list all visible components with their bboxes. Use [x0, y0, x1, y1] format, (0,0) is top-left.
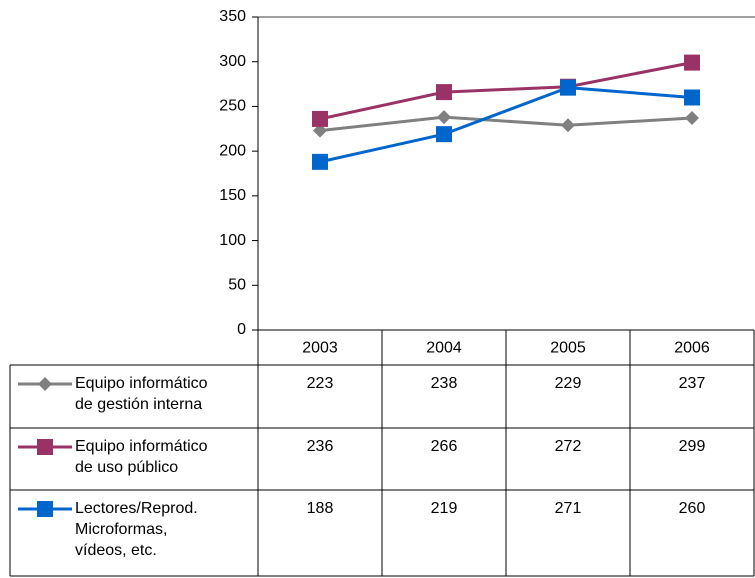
x-tick-label: 2003	[302, 340, 338, 357]
y-tick-label: 0	[237, 321, 246, 338]
table-value: 260	[679, 500, 706, 517]
legend-label: Lectores/Reprod. Microformas, vídeos, et…	[75, 500, 198, 559]
table-value: 219	[431, 500, 458, 517]
table-value: 272	[555, 438, 582, 455]
y-tick-label: 150	[219, 187, 246, 204]
data-point	[684, 89, 700, 106]
legend-label: Equipo informático de uso público	[75, 438, 208, 476]
series-line	[319, 115, 693, 133]
data-point	[312, 110, 328, 127]
data-point	[561, 118, 575, 133]
data-point	[313, 123, 327, 138]
table-value: 299	[679, 438, 706, 455]
data-point	[312, 153, 328, 170]
legend-label: Equipo informático de gestión interna	[75, 375, 208, 413]
y-tick-label: 50	[228, 277, 246, 294]
table-value: 271	[555, 500, 582, 517]
y-tick-label: 350	[219, 8, 246, 25]
data-point	[436, 126, 452, 143]
series-line	[319, 61, 693, 121]
table-value: 236	[307, 438, 334, 455]
table-value: 223	[307, 375, 334, 392]
data-point	[685, 111, 699, 126]
data-point	[560, 79, 576, 96]
data-point	[436, 84, 452, 101]
table-value: 229	[555, 375, 582, 392]
y-tick-label: 250	[219, 98, 246, 115]
data-point	[684, 54, 700, 71]
data-point	[437, 110, 451, 125]
table-value: 266	[431, 438, 458, 455]
legend-marker	[38, 377, 52, 391]
table-value: 188	[307, 500, 334, 517]
x-tick-label: 2004	[426, 340, 462, 357]
y-tick-label: 200	[219, 142, 246, 159]
table-value: 238	[431, 375, 458, 392]
y-tick-label: 100	[219, 232, 246, 249]
legend-marker	[37, 439, 53, 455]
y-tick-label: 300	[219, 53, 246, 70]
x-tick-label: 2005	[550, 340, 586, 357]
legend-marker	[37, 501, 53, 517]
table-value: 237	[679, 375, 706, 392]
x-tick-label: 2006	[674, 340, 710, 357]
series-line	[319, 86, 693, 164]
